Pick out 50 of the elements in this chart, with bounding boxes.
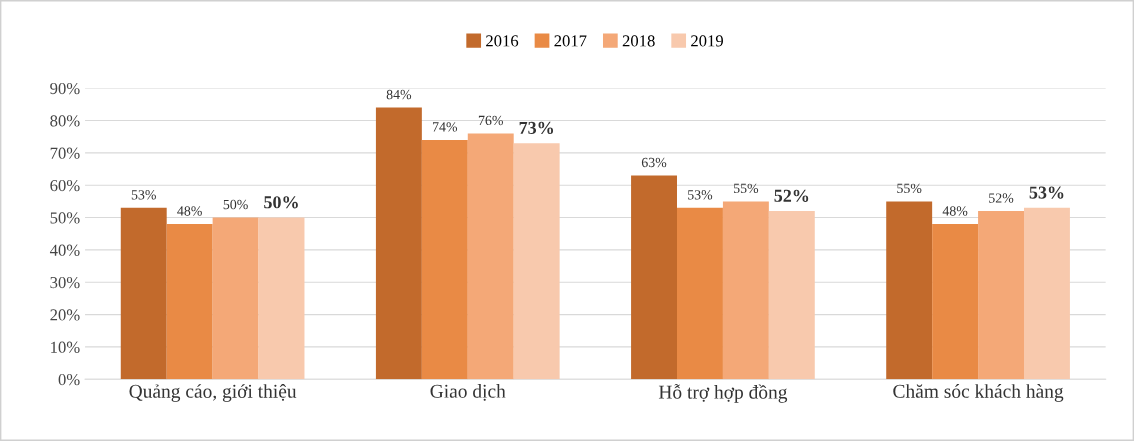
y-tick-label: 60% (50, 179, 80, 192)
data-label: 74% (433, 122, 458, 132)
data-label: 52% (774, 189, 809, 202)
y-tick-label: 80% (50, 115, 80, 127)
bar (375, 107, 422, 380)
data-label: 63% (641, 157, 667, 168)
data-label: 73% (519, 121, 554, 135)
data-label: 48% (942, 206, 968, 216)
data-label: 53% (1029, 186, 1064, 199)
data-label: 50% (264, 196, 298, 209)
data-label: 76% (478, 115, 503, 126)
bar (886, 201, 933, 380)
x-tick-label: Chăm sóc khách hàng (893, 384, 1064, 402)
bar (258, 217, 305, 380)
x-tick-label: Quảng cáo, giới thiệu (129, 384, 297, 402)
bar (677, 207, 723, 380)
data-label: 55% (897, 183, 922, 194)
y-tick-label: 70% (50, 147, 80, 159)
y-tick-label: 30% (50, 276, 80, 289)
bar (768, 211, 815, 380)
bar (212, 217, 259, 380)
bar (166, 224, 213, 380)
x-tick-label: Giao dịch (430, 384, 506, 401)
data-label: 53% (131, 190, 156, 200)
y-tick-label: 10% (51, 341, 80, 353)
y-tick-label: 90% (50, 82, 80, 95)
bar (467, 133, 514, 380)
y-tick-label: 40% (49, 244, 80, 256)
data-label: 48% (177, 206, 202, 216)
data-label: 52% (989, 193, 1014, 203)
data-label: 55% (733, 183, 759, 194)
bar (421, 139, 468, 380)
y-tick-label: 50% (50, 212, 80, 224)
x-tick-label: Hỗ trợ hợp đồng (658, 384, 788, 403)
legend-label: 2019 (691, 35, 723, 47)
bar (978, 211, 1024, 380)
bar (120, 207, 167, 380)
legend-label: 2016 (486, 35, 519, 47)
data-label: 84% (386, 89, 412, 100)
data-label: 50% (223, 199, 248, 210)
bar (722, 201, 769, 380)
bar (932, 224, 979, 380)
bar (1024, 207, 1070, 380)
bar (513, 143, 560, 380)
y-tick-label: 0% (58, 373, 80, 386)
data-label: 53% (688, 190, 713, 200)
y-tick-label: 20% (50, 309, 80, 321)
legend-label: 2017 (554, 35, 587, 47)
legend-label: 2018 (622, 35, 655, 47)
bar (631, 175, 677, 380)
